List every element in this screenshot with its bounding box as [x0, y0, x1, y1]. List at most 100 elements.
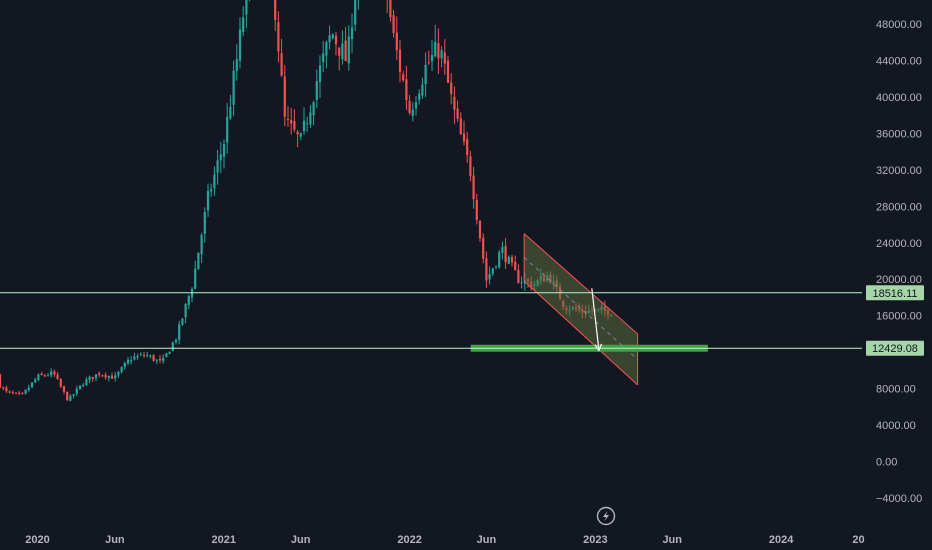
candle[interactable]	[232, 60, 235, 117]
candle[interactable]	[146, 351, 149, 358]
candle[interactable]	[520, 276, 523, 289]
candle[interactable]	[398, 39, 402, 83]
candle[interactable]	[469, 150, 472, 182]
candle[interactable]	[210, 183, 213, 198]
candle[interactable]	[2, 386, 5, 390]
candle[interactable]	[27, 384, 30, 392]
candle[interactable]	[501, 241, 504, 260]
candle[interactable]	[85, 377, 88, 386]
candle[interactable]	[62, 385, 66, 395]
candle[interactable]	[18, 390, 21, 396]
candle[interactable]	[414, 95, 418, 116]
candle[interactable]	[98, 371, 101, 378]
candle[interactable]	[136, 353, 139, 360]
candle[interactable]	[418, 89, 421, 105]
candle[interactable]	[456, 100, 459, 122]
candle[interactable]	[453, 86, 456, 124]
candle[interactable]	[117, 370, 120, 379]
candle[interactable]	[485, 251, 488, 288]
candle[interactable]	[91, 376, 94, 383]
candle[interactable]	[133, 352, 136, 361]
candle[interactable]	[459, 112, 462, 135]
candle[interactable]	[206, 183, 210, 217]
candle[interactable]	[450, 73, 453, 105]
candle[interactable]	[158, 355, 162, 364]
candle[interactable]	[110, 372, 114, 379]
candle[interactable]	[59, 378, 62, 388]
candle[interactable]	[462, 120, 466, 146]
candle[interactable]	[149, 354, 152, 359]
candle[interactable]	[155, 359, 158, 365]
candle[interactable]	[101, 374, 104, 378]
candle[interactable]	[395, 16, 398, 60]
candle[interactable]	[72, 393, 75, 399]
candle[interactable]	[242, 6, 245, 37]
candle[interactable]	[491, 267, 494, 277]
candle[interactable]	[296, 130, 299, 148]
candle[interactable]	[184, 303, 187, 324]
candle[interactable]	[427, 50, 430, 65]
candle[interactable]	[408, 94, 411, 115]
candle[interactable]	[235, 44, 238, 81]
candle[interactable]	[213, 166, 216, 196]
candle[interactable]	[104, 372, 107, 380]
candle[interactable]	[8, 390, 11, 394]
candle[interactable]	[181, 318, 184, 326]
candle[interactable]	[171, 341, 174, 352]
candle[interactable]	[66, 391, 69, 401]
candle[interactable]	[434, 24, 437, 58]
candle[interactable]	[482, 233, 485, 264]
candle[interactable]	[290, 107, 293, 135]
candle[interactable]	[168, 351, 171, 355]
candle[interactable]	[94, 374, 98, 382]
candle[interactable]	[402, 70, 405, 83]
candle[interactable]	[194, 260, 197, 290]
level-badge[interactable]: 12429.08	[866, 340, 924, 356]
candle[interactable]	[283, 65, 286, 127]
candle[interactable]	[443, 39, 446, 75]
candle[interactable]	[312, 100, 315, 126]
candle[interactable]	[238, 17, 242, 69]
price-axis[interactable]: 48000.00 44000.00 40000.00 36000.00 32000.00…	[866, 19, 924, 505]
lightning-icon[interactable]	[596, 506, 616, 526]
candle[interactable]	[389, 0, 392, 22]
candle[interactable]	[178, 320, 181, 345]
candle[interactable]	[430, 39, 434, 71]
candle[interactable]	[338, 47, 341, 71]
candle[interactable]	[203, 207, 206, 243]
candle[interactable]	[165, 353, 168, 358]
candle[interactable]	[475, 193, 478, 225]
candle[interactable]	[286, 106, 290, 127]
candle[interactable]	[274, 0, 277, 32]
candle[interactable]	[504, 238, 507, 269]
candle[interactable]	[222, 139, 226, 169]
candle[interactable]	[302, 107, 306, 135]
candle[interactable]	[517, 264, 520, 284]
candle[interactable]	[350, 13, 354, 54]
candle[interactable]	[229, 94, 232, 120]
channel-upper-line[interactable]	[523, 233, 638, 335]
candle[interactable]	[75, 386, 78, 397]
candle[interactable]	[197, 252, 200, 270]
candle[interactable]	[325, 40, 328, 69]
candle[interactable]	[421, 77, 424, 99]
candle[interactable]	[11, 390, 14, 395]
candle[interactable]	[334, 32, 338, 56]
candle[interactable]	[216, 149, 219, 185]
candle[interactable]	[498, 249, 501, 269]
projection-arrow-line[interactable]	[591, 288, 600, 351]
channel-lower-line[interactable]	[523, 280, 638, 386]
candle[interactable]	[78, 385, 82, 390]
plot-area[interactable]	[0, 0, 862, 402]
candle[interactable]	[472, 166, 475, 209]
candle[interactable]	[40, 371, 43, 376]
candle[interactable]	[69, 394, 72, 402]
candle[interactable]	[386, 0, 388, 14]
candle[interactable]	[494, 265, 498, 270]
candle[interactable]	[142, 352, 146, 359]
candle[interactable]	[0, 373, 2, 389]
candle[interactable]	[488, 266, 491, 285]
candle[interactable]	[46, 372, 50, 377]
candle[interactable]	[437, 28, 440, 74]
